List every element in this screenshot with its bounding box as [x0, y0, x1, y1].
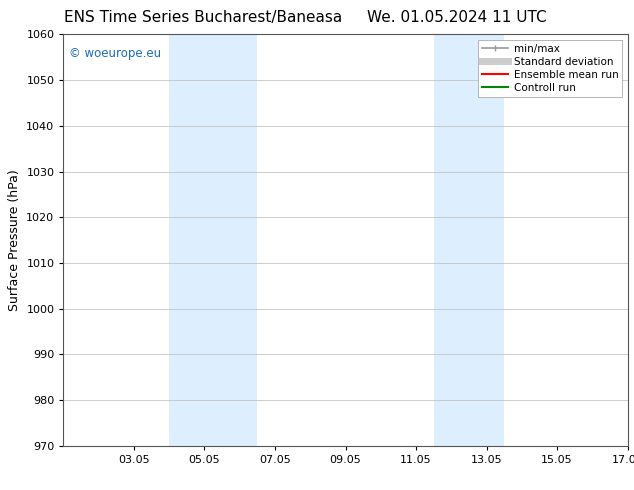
Legend: min/max, Standard deviation, Ensemble mean run, Controll run: min/max, Standard deviation, Ensemble me… [478, 40, 623, 97]
Text: © woeurope.eu: © woeurope.eu [69, 47, 161, 60]
Bar [434, 34, 504, 446]
Text: ENS Time Series Bucharest/Baneasa: ENS Time Series Bucharest/Baneasa [64, 10, 342, 25]
Y-axis label: Surface Pressure (hPa): Surface Pressure (hPa) [8, 169, 21, 311]
Text: We. 01.05.2024 11 UTC: We. 01.05.2024 11 UTC [366, 10, 547, 25]
Bar [169, 34, 257, 446]
